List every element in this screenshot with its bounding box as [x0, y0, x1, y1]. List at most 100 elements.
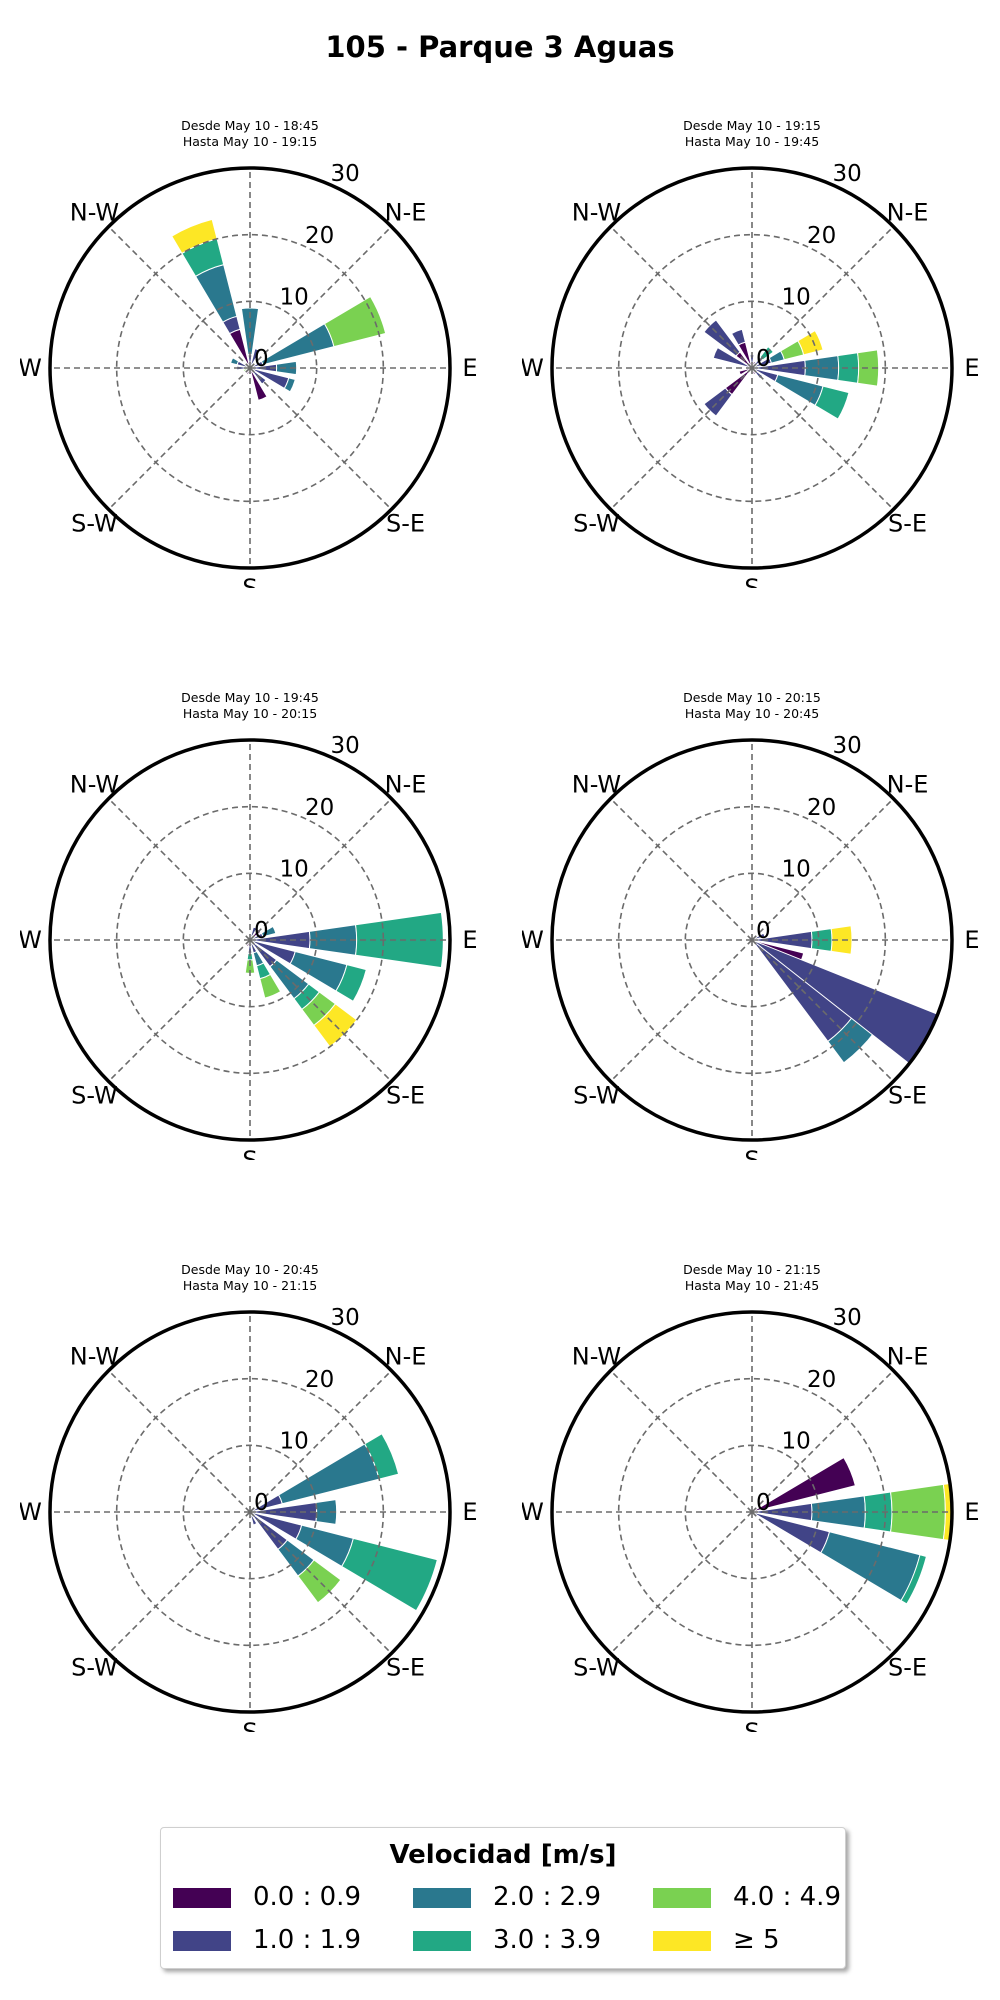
panel-subtitle-from: Desde May 10 - 20:15 [683, 690, 821, 705]
windrose-plot: 0 10 20 30 N N-E E S-E S S-W W N-W [522, 158, 980, 588]
radial-tick-label: 0 [756, 1490, 771, 1516]
radial-tick-label: 10 [280, 856, 309, 882]
panel-subtitle: Desde May 10 - 20:45 Hasta May 10 - 21:15 [20, 1262, 480, 1294]
grid-spoke [108, 1511, 251, 1654]
grid-spoke [108, 367, 251, 510]
panel-subtitle-to: Hasta May 10 - 21:45 [684, 1278, 820, 1293]
wind-bar [900, 1554, 928, 1605]
legend-label: 1.0 : 1.9 [253, 1925, 361, 1955]
radial-tick-label: 30 [833, 1305, 862, 1331]
wind-bar [260, 323, 335, 366]
panel-subtitle: Desde May 10 - 21:15 Hasta May 10 - 21:45 [522, 1262, 982, 1294]
radial-tick-label: 0 [756, 346, 771, 372]
legend-item: ≥ 5 [653, 1925, 833, 1955]
wind-bar [230, 357, 240, 366]
legend: Velocidad [m/s] 0.0 : 0.9 1.0 : 1.9 2.0 … [160, 1827, 846, 1969]
grid-circle [182, 1444, 318, 1580]
grid-spoke [249, 939, 392, 1082]
grid-spoke [108, 798, 251, 941]
legend-swatch [413, 1931, 471, 1951]
direction-label: W [522, 354, 544, 382]
wind-bar [341, 1537, 438, 1612]
direction-label: N-E [385, 198, 427, 226]
legend-item: 4.0 : 4.9 [653, 1882, 841, 1912]
grid-spoke [610, 798, 753, 941]
radial-tick-label: 20 [305, 1367, 334, 1393]
grid-spoke [249, 226, 392, 369]
legend-label: 4.0 : 4.9 [733, 1882, 841, 1912]
direction-label: S-W [71, 1082, 118, 1110]
grid-spoke [751, 226, 894, 369]
wind-bar [249, 348, 261, 369]
windrose-plot: 0 10 20 30 N N-E E S-E S S-W W N-W [20, 158, 478, 588]
grid-spoke [751, 1370, 894, 1513]
grid-spoke [108, 939, 251, 1082]
outer-circle [550, 738, 954, 1142]
radial-tick-label: 0 [756, 918, 771, 944]
radial-tick-label: 20 [807, 1367, 836, 1393]
direction-label: N [743, 1302, 761, 1306]
direction-label: S-E [888, 510, 927, 538]
radial-tick-label: 30 [331, 733, 360, 759]
radial-tick-label: 30 [833, 161, 862, 187]
direction-label: S-E [386, 1654, 425, 1682]
radial-tick-label: 20 [305, 795, 334, 821]
direction-label: W [20, 354, 42, 382]
legend-label: ≥ 5 [733, 1925, 780, 1955]
radial-tick-label: 30 [833, 733, 862, 759]
windrose-panel: Desde May 10 - 20:15 Hasta May 10 - 20:45… [522, 690, 982, 1250]
direction-label: E [462, 926, 477, 954]
panel-subtitle-from: Desde May 10 - 19:45 [181, 690, 319, 705]
grid-spoke [610, 939, 753, 1082]
panel-subtitle-to: Hasta May 10 - 21:15 [182, 1278, 318, 1293]
direction-label: S-E [888, 1654, 927, 1682]
panel-subtitle-to: Hasta May 10 - 20:15 [182, 706, 318, 721]
radial-tick-label: 10 [280, 1428, 309, 1454]
wind-bar [774, 373, 824, 407]
windrose-panel: Desde May 10 - 21:15 Hasta May 10 - 21:45… [522, 1262, 982, 1822]
radial-tick-label: 20 [807, 223, 836, 249]
windrose-plot: 0 10 20 30 N N-E E S-E S S-W W N-W [20, 1302, 478, 1732]
outer-circle [550, 166, 954, 570]
direction-label: N-W [572, 770, 621, 798]
direction-label: W [20, 926, 42, 954]
radial-tick-label: 10 [280, 284, 309, 310]
grid-spoke [249, 367, 392, 510]
radial-tick-label: 20 [807, 795, 836, 821]
grid-spoke [249, 798, 392, 941]
direction-label: S [242, 1146, 257, 1160]
wind-bar [857, 349, 880, 387]
panel-subtitle-from: Desde May 10 - 20:45 [181, 1262, 319, 1277]
grid-spoke [108, 226, 251, 369]
outer-circle [550, 1310, 954, 1714]
direction-label: N-E [385, 1342, 427, 1370]
direction-label: N-E [887, 770, 929, 798]
legend-label: 3.0 : 3.9 [493, 1925, 601, 1955]
legend-swatch [173, 1888, 231, 1908]
grid-circle [684, 300, 820, 436]
direction-label: N-W [70, 198, 119, 226]
legend-swatch [413, 1888, 471, 1908]
legend-swatch [653, 1931, 711, 1951]
wind-bar [712, 346, 753, 369]
direction-label: N-E [385, 770, 427, 798]
direction-label: N-W [70, 770, 119, 798]
legend-swatch [653, 1888, 711, 1908]
direction-label: N-E [887, 198, 929, 226]
grid-circle [684, 1444, 820, 1580]
grid-circle [684, 872, 820, 1008]
wind-bar [820, 1531, 921, 1602]
direction-label: S [744, 1146, 759, 1160]
windrose-panel: Desde May 10 - 19:15 Hasta May 10 - 19:45… [522, 118, 982, 678]
grid-spoke [751, 1511, 894, 1654]
direction-label: S [242, 574, 257, 588]
grid-spoke [610, 1370, 753, 1513]
grid-spoke [610, 226, 753, 369]
radial-tick-label: 0 [254, 346, 269, 372]
panel-subtitle: Desde May 10 - 18:45 Hasta May 10 - 19:15 [20, 118, 480, 150]
panel-subtitle-from: Desde May 10 - 18:45 [181, 118, 319, 133]
radial-tick-label: 10 [782, 284, 811, 310]
grid-spoke [751, 367, 894, 510]
direction-label: E [964, 1498, 979, 1526]
wind-bar [703, 387, 733, 417]
